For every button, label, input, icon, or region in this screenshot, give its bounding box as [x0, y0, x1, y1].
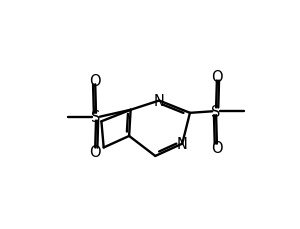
Text: O: O: [89, 74, 101, 89]
Text: O: O: [211, 140, 223, 155]
Text: S: S: [91, 110, 101, 125]
Text: S: S: [212, 104, 221, 119]
Text: O: O: [211, 70, 223, 85]
Text: N: N: [154, 94, 165, 109]
Text: N: N: [177, 136, 188, 151]
Text: O: O: [89, 144, 101, 159]
